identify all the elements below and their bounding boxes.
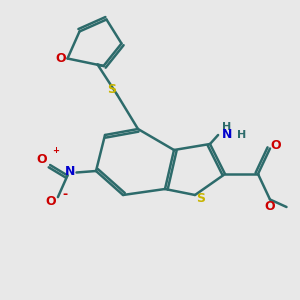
Text: H: H (237, 130, 246, 140)
Text: O: O (56, 52, 66, 65)
Text: O: O (265, 200, 275, 213)
Text: +: + (52, 146, 59, 155)
Text: -: - (62, 188, 67, 201)
Text: O: O (37, 153, 47, 167)
Text: N: N (65, 165, 75, 178)
Text: S: S (196, 192, 205, 205)
Text: O: O (46, 195, 56, 208)
Text: S: S (107, 82, 116, 96)
Text: H: H (223, 122, 232, 132)
Text: O: O (270, 139, 281, 152)
Text: N: N (222, 128, 232, 142)
